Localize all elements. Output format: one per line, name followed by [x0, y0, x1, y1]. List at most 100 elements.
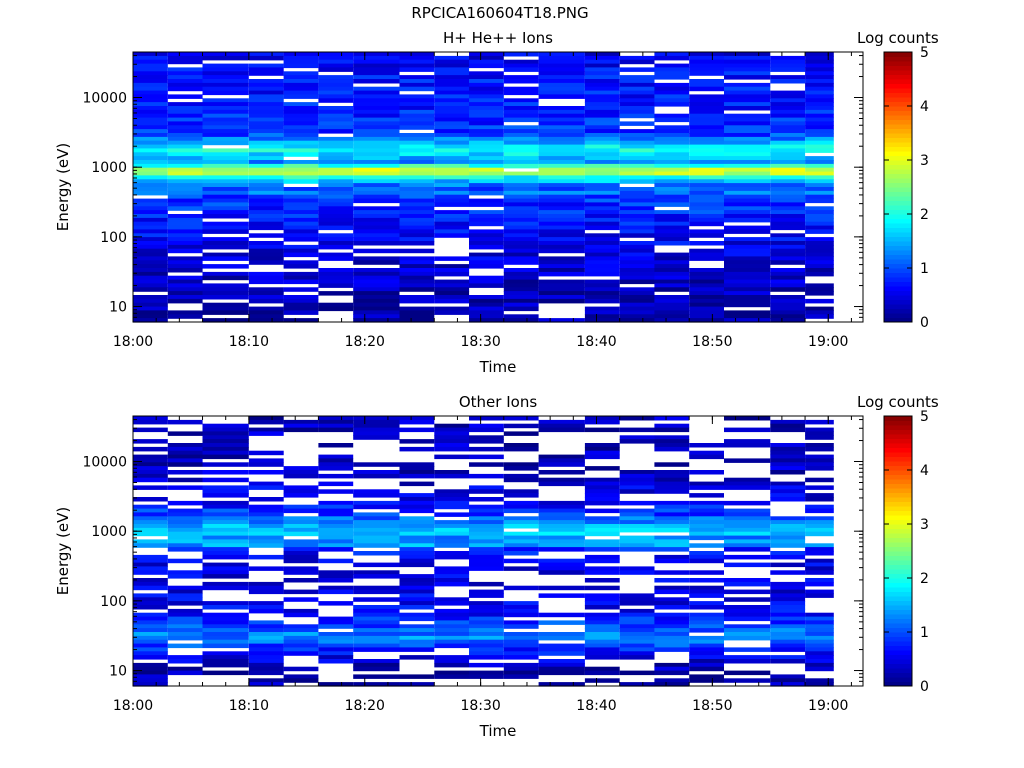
- panel-1-cell: [724, 59, 771, 65]
- panel-2-cell: [503, 543, 539, 548]
- panel-2-cell: [770, 628, 806, 633]
- panel-2-cell: [248, 628, 284, 633]
- panel-2-cell: [689, 659, 724, 664]
- panel-1-cell: [469, 52, 504, 57]
- panel-1-cell: [469, 125, 504, 130]
- panel-1-cell: [202, 71, 249, 76]
- panel-2-colorbar-step: [884, 429, 912, 435]
- panel-2-colorbar-step: [884, 447, 912, 453]
- panel-2-colorbar-step: [884, 591, 912, 597]
- panel-1-cell: [399, 82, 435, 88]
- panel-2-cell: [353, 489, 400, 494]
- panel-1-cell: [805, 271, 834, 277]
- panel-1-cell: [770, 140, 806, 146]
- panel-1-cell: [399, 63, 435, 69]
- panel-1-cell: [318, 156, 354, 161]
- panel-1-cell: [724, 275, 771, 281]
- panel-1-cell: [202, 133, 249, 138]
- panel-2-cell: [770, 454, 806, 460]
- panel-1-cell: [619, 79, 655, 84]
- panel-1-cell: [469, 144, 504, 150]
- panel-2-cell: [654, 589, 690, 595]
- panel-1-cell: [399, 233, 435, 238]
- panel-2-cell: [770, 605, 806, 610]
- panel-2-cell: [248, 643, 284, 649]
- panel-2-cell: [248, 431, 284, 436]
- panel-1-cell: [689, 279, 724, 285]
- panel-1-cell: [805, 156, 834, 161]
- panel-2-cell: [434, 620, 470, 625]
- panel-1-cell: [654, 179, 690, 184]
- panel-2-cell: [248, 589, 284, 595]
- panel-2-cell: [133, 662, 168, 668]
- panel-1-cell: [689, 171, 724, 177]
- panel-2-cell: [434, 574, 470, 579]
- panel-2-cell: [283, 543, 319, 548]
- panel-1-cell: [133, 271, 168, 277]
- panel-2-colorbar-step: [884, 677, 912, 682]
- panel-1-cell: [318, 252, 354, 258]
- panel-2-cell: [434, 446, 470, 452]
- panel-1-cell: [584, 102, 620, 107]
- panel-1-cell: [724, 106, 771, 111]
- panel-2-cell: [399, 516, 435, 521]
- panel-1-cell: [503, 241, 539, 246]
- panel-1-cell: [133, 225, 168, 231]
- panel-1-cell: [619, 314, 655, 319]
- panel-2-cell: [503, 416, 539, 421]
- panel-2-cell: [133, 666, 168, 672]
- panel-1-cell: [503, 171, 539, 177]
- panel-2-cell: [805, 593, 834, 598]
- panel-2-cell: [399, 643, 435, 649]
- panel-1-cell: [133, 190, 168, 196]
- panel-2-cell: [724, 597, 771, 602]
- panel-2-cell: [584, 481, 620, 487]
- panel-2-cell: [805, 547, 834, 552]
- panel-2-colorbar-step: [884, 555, 912, 561]
- panel-2-cell: [654, 635, 690, 641]
- panel-2-cell: [133, 439, 168, 444]
- panel-1-cell: [399, 225, 435, 231]
- panel-2-x-tick-label: 18:20: [345, 698, 385, 714]
- panel-2-cell: [318, 639, 354, 645]
- panel-1-cell: [469, 148, 504, 153]
- panel-1-cell: [619, 171, 655, 177]
- panel-1-cell: [724, 136, 771, 142]
- panel-1-cell: [469, 314, 504, 319]
- panel-2-cell: [654, 632, 690, 637]
- panel-2-cell: [538, 670, 585, 676]
- panel-1-cell: [167, 167, 203, 173]
- panel-2-cell: [133, 462, 168, 467]
- panel-2-cell: [584, 446, 620, 452]
- panel-1-colorbar-step: [884, 218, 912, 224]
- panel-2-cell: [538, 423, 585, 429]
- panel-1-cell: [399, 163, 435, 169]
- panel-2-cell: [724, 516, 771, 521]
- panel-1-cell: [654, 314, 690, 319]
- panel-1-cell: [770, 183, 806, 188]
- panel-1-cell: [248, 233, 284, 238]
- panel-1-cell: [353, 298, 400, 304]
- panel-1-cell: [353, 314, 400, 319]
- panel-1-cell: [619, 67, 655, 72]
- panel-1-cell: [805, 140, 834, 146]
- panel-2-cell: [689, 578, 724, 583]
- panel-2-colorbar-step: [884, 623, 912, 628]
- panel-1-cell: [584, 163, 620, 169]
- panel-1-cell: [770, 98, 806, 103]
- panel-2-cell: [202, 516, 249, 521]
- panel-1-cell: [724, 140, 771, 146]
- panel-1-colorbar-step: [884, 250, 912, 255]
- panel-1-cell: [584, 233, 620, 238]
- panel-1-cell: [434, 264, 470, 269]
- panel-2-cell: [399, 500, 435, 506]
- panel-1-colorbar-step: [884, 182, 912, 188]
- panel-1-cell: [353, 152, 400, 157]
- panel-1-cell: [770, 283, 806, 288]
- panel-2-cell: [167, 531, 203, 537]
- panel-1-cell: [689, 98, 724, 103]
- panel-1-cell: [399, 214, 435, 219]
- panel-2-colorbar-step: [884, 542, 912, 547]
- panel-1-cell: [538, 67, 585, 72]
- panel-1-cell: [202, 67, 249, 72]
